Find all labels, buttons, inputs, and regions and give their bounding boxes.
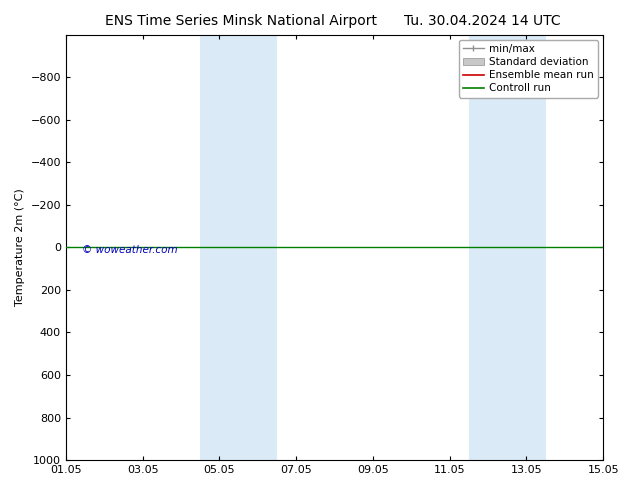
Bar	[200, 35, 277, 460]
Y-axis label: Temperature 2m (°C): Temperature 2m (°C)	[15, 189, 25, 306]
Text: © woweather.com: © woweather.com	[82, 245, 178, 255]
Text: Tu. 30.04.2024 14 UTC: Tu. 30.04.2024 14 UTC	[403, 14, 560, 28]
Legend: min/max, Standard deviation, Ensemble mean run, Controll run: min/max, Standard deviation, Ensemble me…	[459, 40, 598, 98]
Bar	[469, 35, 546, 460]
Text: ENS Time Series Minsk National Airport: ENS Time Series Minsk National Airport	[105, 14, 377, 28]
